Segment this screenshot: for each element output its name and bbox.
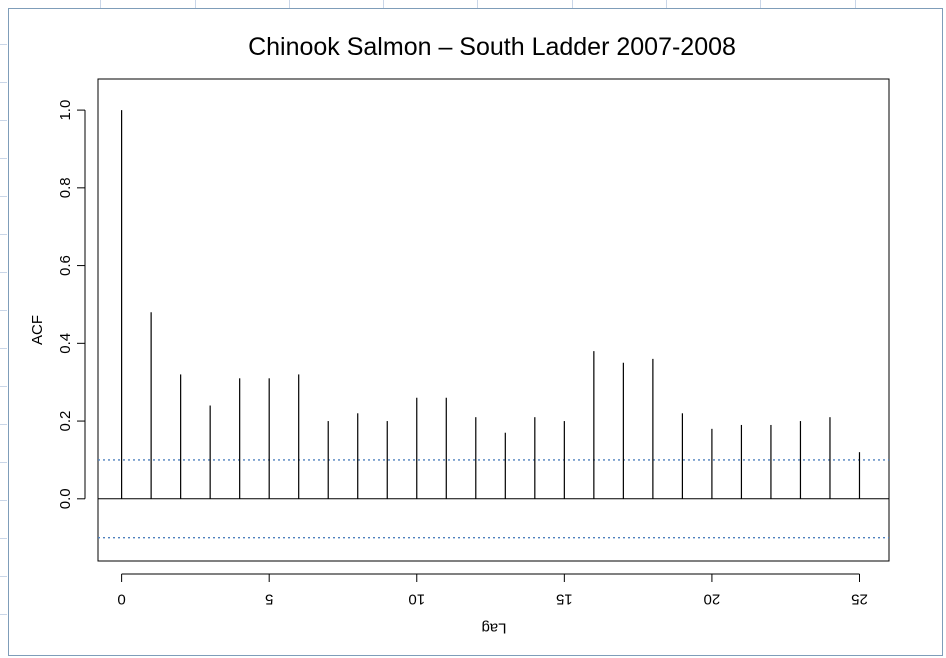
sheet-row-divider (0, 386, 7, 387)
sheet-row-divider (0, 614, 7, 615)
y-tick-label: 0.4 (57, 333, 74, 354)
sheet-row-divider (0, 82, 7, 83)
y-axis: 0.0 0.2 0.4 0.6 0.8 1.0 (57, 100, 86, 509)
sheet-row-divider (0, 272, 7, 273)
sheet-row-divider (0, 44, 7, 45)
x-axis-label: Lag (481, 620, 506, 637)
x-tick-label: 0 (117, 591, 125, 608)
sheet-row-divider (0, 310, 7, 311)
sheet-row-divider (0, 424, 7, 425)
y-tick-label: 0.6 (57, 255, 74, 276)
x-tick-label: 10 (408, 591, 425, 608)
sheet-row-divider (0, 158, 7, 159)
x-tick-label: 5 (265, 591, 273, 608)
sheet-row-divider (0, 120, 7, 121)
y-axis-label: ACF (29, 315, 46, 345)
acf-spikes (121, 110, 861, 499)
confidence-bounds (98, 459, 889, 539)
sheet-row-divider (0, 538, 7, 539)
y-tick-label: 1.0 (57, 100, 74, 121)
chart-title: Chinook Salmon – South Ladder 2007-2008 (248, 33, 736, 61)
sheet-row-divider (0, 462, 7, 463)
sheet-row-divider (0, 500, 7, 501)
x-tick-label: 25 (851, 591, 868, 608)
x-tick-label: 20 (704, 591, 721, 608)
y-tick-label: 0.8 (57, 177, 74, 198)
sheet-row-divider (0, 196, 7, 197)
sheet-row-divider (0, 348, 7, 349)
y-tick-label: 0.0 (57, 488, 74, 509)
plot-area-border (97, 78, 890, 562)
sheet-row-divider (0, 234, 7, 235)
x-tick-label: 15 (556, 591, 573, 608)
sheet-row-divider (0, 576, 7, 577)
chart-object-frame[interactable] (8, 8, 943, 656)
x-axis: 0 5 10 15 20 25 (117, 573, 868, 608)
y-tick-label: 0.2 (57, 411, 74, 432)
